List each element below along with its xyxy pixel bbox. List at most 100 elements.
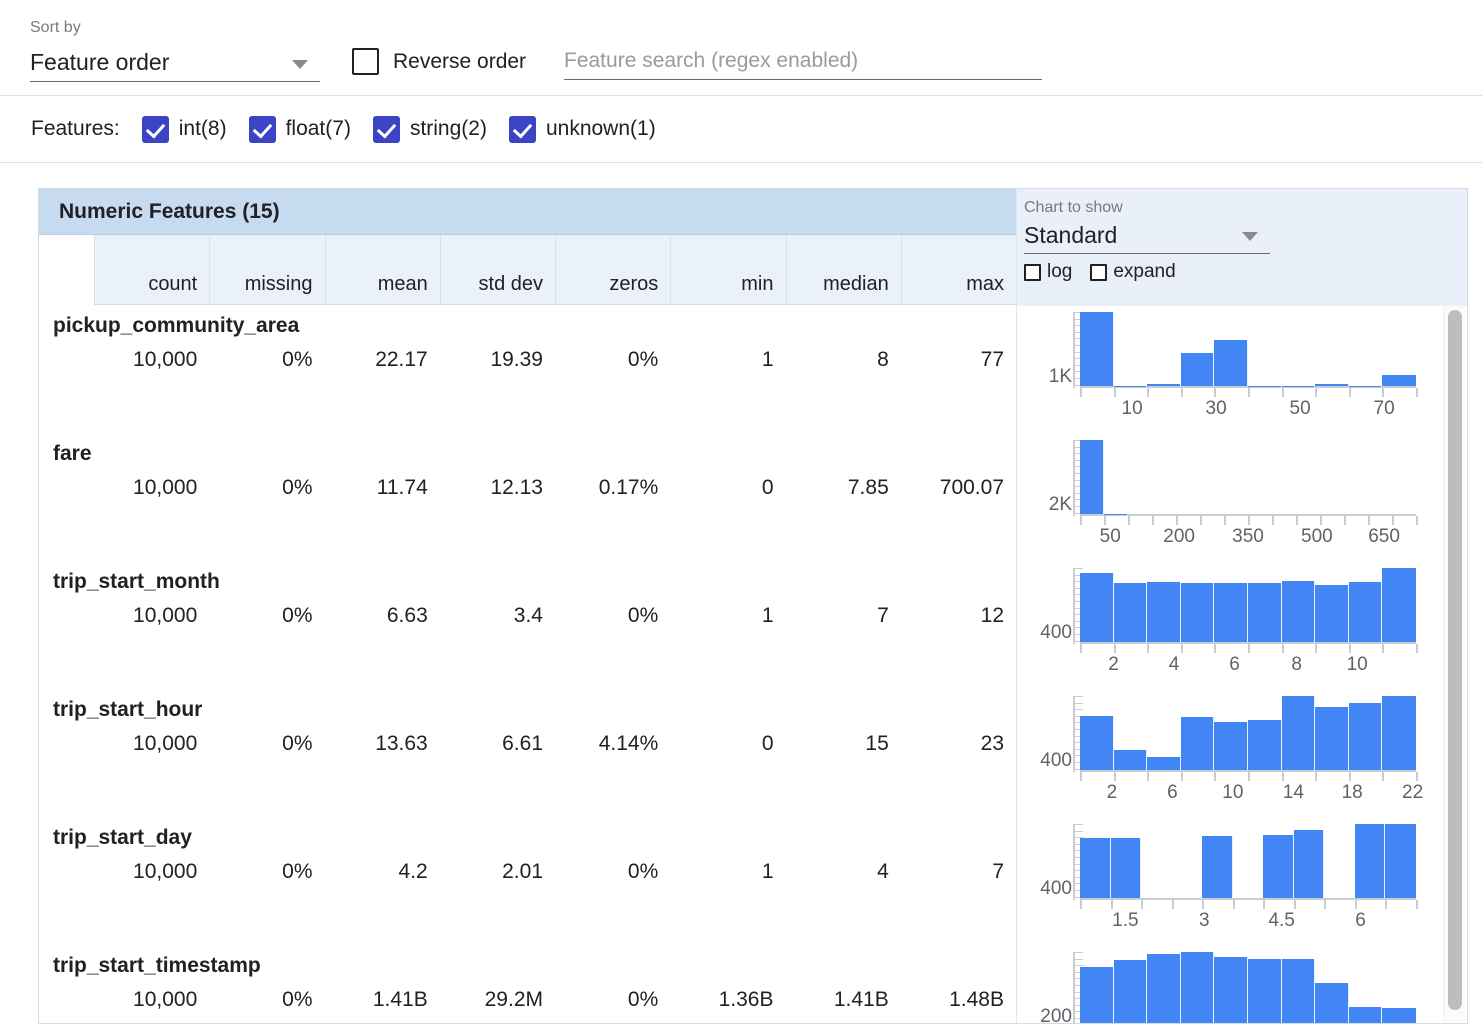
histogram-bar[interactable]	[1382, 374, 1416, 386]
histogram-bar[interactable]	[1348, 1006, 1383, 1023]
histogram-bar[interactable]	[1214, 583, 1248, 642]
feature-histogram[interactable]: 400 2 6 10 14 18 22	[1024, 694, 1424, 816]
histogram-bar[interactable]	[1315, 584, 1349, 642]
col-header-min[interactable]: min	[670, 235, 785, 304]
scrollbar-thumb[interactable]	[1448, 310, 1462, 1010]
feature-histogram[interactable]: 200	[1024, 950, 1424, 1023]
histogram-bar[interactable]	[1214, 340, 1248, 386]
checkbox-checked-icon[interactable]	[141, 115, 169, 143]
checkbox-checked-icon[interactable]	[372, 115, 400, 143]
feature-histogram[interactable]: 400 2 4 6 8 10	[1024, 566, 1424, 688]
histogram-bar[interactable]	[1080, 837, 1111, 898]
col-header-zeros[interactable]: zeros	[555, 235, 670, 304]
histogram-bar[interactable]	[1382, 1008, 1416, 1023]
feature-row[interactable]: fare 10,000 0% 11.74 12.13 0.17% 0 7.85 700.07 2K…	[39, 434, 1444, 562]
histogram-bar[interactable]	[1263, 835, 1294, 898]
checkbox-checked-icon[interactable]	[508, 115, 536, 143]
feature-histogram[interactable]: 400 1.5 3 4.5 6	[1024, 822, 1424, 944]
feature-histogram[interactable]: 1K 10 30 50 70	[1024, 310, 1424, 432]
histogram-bar[interactable]	[1293, 830, 1325, 898]
histogram-bar[interactable]	[1113, 583, 1148, 642]
y-axis-tick	[1075, 345, 1083, 346]
feature-row[interactable]: trip_start_hour 10,000 0% 13.63 6.61 4.14% 0 15…	[39, 690, 1444, 818]
feature-type-unknown[interactable]: unknown(1)	[508, 115, 656, 143]
stat-count: 10,000	[133, 732, 198, 755]
x-axis-label: 8	[1291, 654, 1303, 675]
stat-mean: 4.2	[398, 860, 428, 883]
x-axis-tick	[1416, 516, 1418, 525]
x-axis-tick	[1382, 772, 1385, 781]
feature-type-float[interactable]: float(7)	[248, 115, 351, 143]
histogram-bar[interactable]	[1080, 312, 1114, 386]
histogram-bar[interactable]	[1202, 836, 1233, 898]
histogram-bar[interactable]	[1110, 837, 1142, 898]
x-axis-tick	[1320, 516, 1322, 525]
col-header-max[interactable]: max	[900, 235, 1016, 304]
histogram-bar[interactable]	[1180, 952, 1215, 1023]
histogram-bar[interactable]	[1214, 722, 1248, 770]
histogram-bar[interactable]	[1214, 956, 1248, 1023]
histogram-bar[interactable]	[1382, 568, 1416, 642]
histogram-bar[interactable]	[1247, 719, 1282, 770]
histogram-bar[interactable]	[1147, 757, 1181, 770]
col-header-missing[interactable]: missing	[209, 235, 324, 304]
histogram-bar[interactable]	[1180, 717, 1215, 770]
histogram-bar[interactable]	[1348, 703, 1383, 770]
vertical-scrollbar[interactable]	[1443, 306, 1465, 1022]
reverse-order-checkbox[interactable]	[352, 48, 379, 75]
col-header-std-dev[interactable]: std dev	[439, 235, 555, 304]
feature-row[interactable]: trip_start_timestamp 10,000 0% 1.41B 29.2M 0%…	[39, 946, 1444, 1023]
y-axis-tick	[1075, 486, 1083, 488]
feature-histogram[interactable]: 2K 50 200 350 500 650	[1024, 438, 1424, 560]
histogram-bar[interactable]	[1080, 440, 1104, 514]
col-header-count[interactable]: count	[94, 235, 209, 304]
histogram-bar[interactable]	[1315, 706, 1349, 770]
histogram-bar[interactable]	[1382, 696, 1416, 770]
col-header-median[interactable]: median	[785, 235, 901, 304]
feature-row[interactable]: trip_start_month 10,000 0% 6.63 3.4 0% 1 7 12 400…	[39, 562, 1444, 690]
col-header-mean[interactable]: mean	[324, 235, 440, 304]
histogram-bar[interactable]	[1281, 696, 1316, 770]
stat-spacer	[39, 348, 94, 372]
histogram-bar[interactable]	[1281, 958, 1316, 1023]
histogram-bar[interactable]	[1315, 383, 1349, 386]
x-axis-tick	[1281, 772, 1284, 781]
y-axis-tick	[1075, 446, 1083, 448]
histogram-bar[interactable]	[1348, 581, 1383, 642]
checkbox-checked-icon[interactable]	[248, 115, 276, 143]
feature-row[interactable]: pickup_community_area 10,000 0% 22.17 19.39 0…	[39, 306, 1444, 434]
histogram-bar[interactable]	[1147, 384, 1181, 386]
histogram-bar[interactable]	[1080, 573, 1114, 642]
sort-by-select[interactable]: Feature order	[30, 46, 320, 82]
histogram-bar[interactable]	[1113, 959, 1148, 1023]
x-axis-label: 50	[1289, 398, 1311, 419]
feature-search-group[interactable]	[564, 46, 1042, 80]
stat-std-dev: 6.61	[502, 732, 543, 755]
feature-row[interactable]: trip_start_day 10,000 0% 4.2 2.01 0% 1 4 7 400 1.5…	[39, 818, 1444, 946]
histogram-bar[interactable]	[1281, 581, 1316, 642]
histogram-bar[interactable]	[1147, 582, 1181, 642]
feature-type-int[interactable]: int(8)	[141, 115, 227, 143]
chart-to-show-select[interactable]: Standard	[1024, 220, 1270, 254]
histogram-bar[interactable]	[1385, 824, 1416, 898]
y-axis-tick	[1075, 748, 1083, 750]
histogram-bar[interactable]	[1080, 967, 1114, 1023]
x-axis-tick	[1180, 644, 1183, 653]
log-checkbox[interactable]	[1024, 263, 1041, 281]
histogram-bar[interactable]	[1315, 982, 1349, 1023]
feature-type-string[interactable]: string(2)	[372, 115, 487, 143]
histogram-bar[interactable]	[1147, 954, 1181, 1023]
histogram-bar[interactable]	[1247, 958, 1282, 1023]
reverse-order-group[interactable]: Reverse order	[352, 48, 526, 75]
y-axis-tick	[1075, 440, 1083, 441]
stat-count: 10,000	[133, 348, 198, 371]
histogram-bar[interactable]	[1247, 583, 1282, 642]
histogram-bar[interactable]	[1354, 824, 1386, 898]
expand-checkbox[interactable]	[1090, 263, 1108, 281]
feature-search-input[interactable]	[564, 46, 1042, 80]
x-axis-tick	[1296, 516, 1298, 525]
histogram-bar[interactable]	[1113, 750, 1148, 770]
histogram-bar[interactable]	[1180, 582, 1215, 642]
histogram-bar[interactable]	[1080, 716, 1114, 770]
histogram-bar[interactable]	[1180, 352, 1215, 386]
